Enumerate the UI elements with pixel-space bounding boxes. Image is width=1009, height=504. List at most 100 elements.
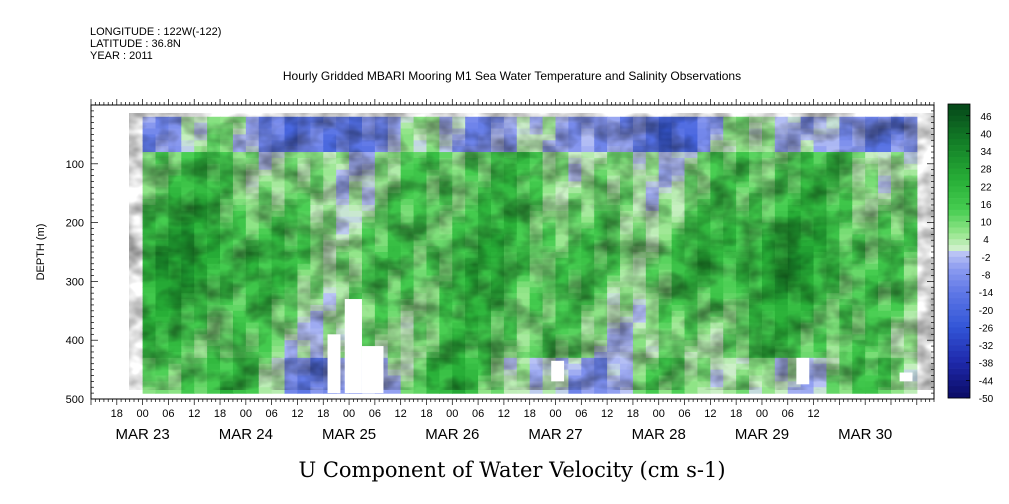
colorbar-swatch <box>948 374 970 381</box>
heatmap-cell <box>594 387 608 394</box>
colorbar-swatch <box>948 256 970 264</box>
x-tick-label: 00 <box>549 408 561 420</box>
colorbar-swatch <box>948 115 970 122</box>
heatmap-cell <box>903 387 918 394</box>
heatmap-cell <box>168 387 182 394</box>
x-tick-label: 12 <box>601 408 613 420</box>
x-date-label: MAR 25 <box>322 426 376 443</box>
colorbar-swatch <box>948 286 970 293</box>
colorbar-label: 46 <box>980 112 992 123</box>
colorbar-swatch <box>948 121 970 128</box>
x-tick-label: 18 <box>317 408 329 420</box>
heatmap-cell <box>400 387 415 394</box>
colorbar-swatch <box>948 362 970 369</box>
x-date-label: MAR 24 <box>219 426 273 443</box>
heatmap-cell <box>710 387 724 394</box>
heatmap-cell <box>452 387 466 394</box>
heatmap-cell <box>516 387 531 394</box>
colorbar-label: 16 <box>980 200 992 211</box>
x-tick-label: 00 <box>653 408 665 420</box>
colorbar-frame <box>947 103 971 399</box>
y-tick-label: 500 <box>66 394 84 406</box>
x-tick-label: 12 <box>291 408 303 420</box>
x-date-label: MAR 29 <box>735 426 789 443</box>
heatmap-cell <box>284 387 299 394</box>
colorbar-swatch <box>948 239 970 246</box>
x-tick-label: 18 <box>111 408 123 420</box>
colorbar-label: -14 <box>979 288 994 299</box>
colorbar-swatch <box>948 315 970 322</box>
heatmap-cell <box>439 387 453 394</box>
colorbar-swatch <box>948 333 970 340</box>
colorbar-swatch <box>948 368 970 375</box>
heatmap-cell <box>232 387 247 394</box>
x-date-label: MAR 28 <box>632 426 686 443</box>
heatmap-cell <box>529 387 544 394</box>
colorbar-swatch <box>948 303 970 311</box>
colorbar-swatch <box>948 186 970 193</box>
x-tick-label: 00 <box>240 408 252 420</box>
x-date-label: MAR 26 <box>425 426 479 443</box>
heatmap-cell <box>826 387 840 394</box>
colorbar-swatch <box>948 233 970 240</box>
colorbar-label: 28 <box>980 165 992 176</box>
x-tick-label: 12 <box>704 408 716 420</box>
x-tick-label: 06 <box>782 408 794 420</box>
chart-title: Hourly Gridded MBARI Mooring M1 Sea Wate… <box>283 69 741 83</box>
heatmap-cell <box>142 387 157 394</box>
heatmap-cell <box>336 387 350 394</box>
heatmap-cell <box>258 387 273 394</box>
heatmap-cell <box>632 387 647 394</box>
x-date-label: MAR 23 <box>116 426 170 443</box>
heatmap-cell <box>297 387 311 394</box>
y-tick-label: 400 <box>66 335 84 347</box>
longitude-label: LONGITUDE : 122W(-122) <box>90 26 221 38</box>
colorbar-swatch <box>948 203 970 211</box>
x-tick-label: 00 <box>756 408 768 420</box>
colorbar-swatch <box>948 139 970 146</box>
colorbar-swatch <box>948 215 970 222</box>
x-date-label: MAR 30 <box>838 426 892 443</box>
x-tick-label: 06 <box>575 408 587 420</box>
heatmap-cell <box>813 387 828 394</box>
colorbar-label: -38 <box>979 359 994 370</box>
heatmap-cell <box>839 387 853 394</box>
colorbar-swatch <box>948 133 970 140</box>
colorbar-swatch <box>948 168 970 175</box>
colorbar-swatch <box>948 274 970 281</box>
heatmap-cell <box>865 387 879 394</box>
x-tick-label: 00 <box>136 408 148 420</box>
colorbar-swatch <box>948 339 970 346</box>
heatmap-cell <box>774 387 789 394</box>
colorbar-label: -2 <box>982 253 991 264</box>
heatmap-cell <box>207 387 221 394</box>
heatmap-cell <box>478 387 492 394</box>
heatmap-cell <box>181 387 195 394</box>
x-tick-label: 06 <box>472 408 484 420</box>
heatmap-cell <box>155 387 170 394</box>
x-tick-label: 06 <box>162 408 174 420</box>
colorbar-swatch <box>948 209 970 217</box>
x-tick-label: 06 <box>369 408 381 420</box>
heatmap-cell <box>697 387 711 394</box>
colorbar-swatch <box>948 268 970 275</box>
heatmap-cell <box>542 387 557 394</box>
colorbar-label: 10 <box>980 218 992 229</box>
colorbar-swatch <box>948 356 970 364</box>
x-tick-label: 12 <box>395 408 407 420</box>
heatmap-cell <box>271 387 286 394</box>
colorbar-swatch <box>948 298 970 305</box>
heatmap-cell <box>568 387 582 394</box>
colorbar-swatch <box>948 321 970 328</box>
colorbar-swatch <box>948 104 970 111</box>
x-tick-label: 00 <box>446 408 458 420</box>
heatmap-cell <box>220 387 234 394</box>
colorbar-swatch <box>948 345 970 352</box>
colorbar-swatch <box>948 109 970 117</box>
heatmap-cell <box>490 387 505 394</box>
heatmap-cell <box>736 387 750 394</box>
y-tick-label: 100 <box>66 159 84 171</box>
heatmap-cell <box>658 387 673 394</box>
colorbar-swatch <box>948 221 970 228</box>
heatmap-cell <box>878 387 892 394</box>
